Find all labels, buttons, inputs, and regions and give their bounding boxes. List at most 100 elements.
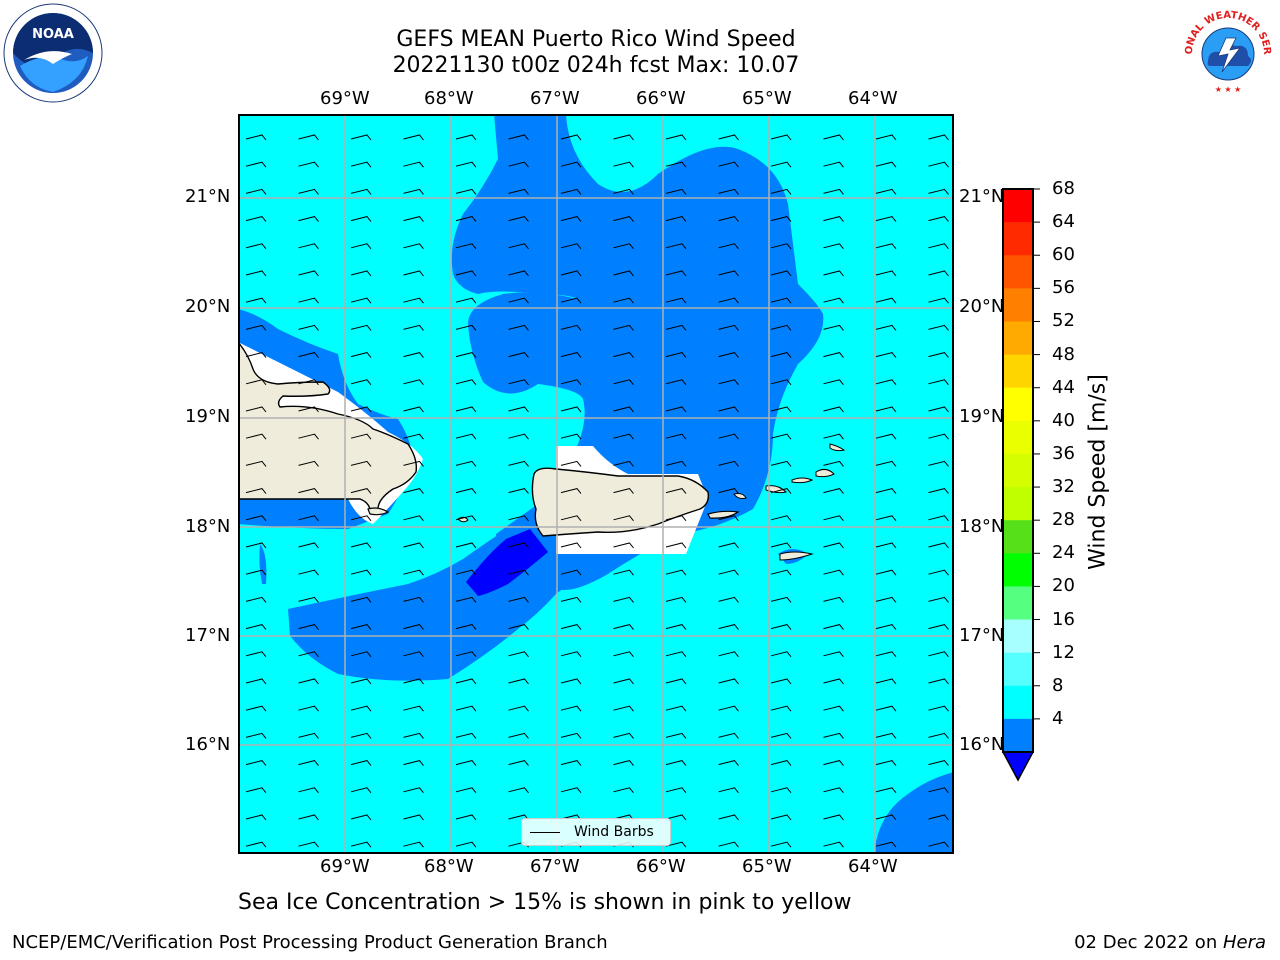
- wind-barb: [508, 542, 529, 549]
- wind-barb: [823, 161, 844, 168]
- wind-barb: [298, 814, 319, 821]
- wind-barb: [245, 515, 267, 522]
- wind-barb: [508, 515, 529, 522]
- wind-barb: [718, 188, 739, 195]
- wind-barb: [560, 216, 582, 222]
- vieques-island: [707, 510, 740, 519]
- wind-barb: [875, 760, 897, 766]
- wind-barb: [823, 488, 844, 494]
- wind-barb: [613, 406, 634, 413]
- wind-barb: [245, 324, 267, 331]
- wind-barb: [823, 216, 844, 222]
- wind-barb: [875, 596, 897, 603]
- wind-barb: [928, 352, 949, 358]
- wind-barb: [665, 460, 687, 467]
- wind-barb: [403, 569, 424, 576]
- wind-barb: [245, 433, 267, 440]
- colorbar-segment: [1003, 520, 1033, 554]
- wind-barb: [245, 624, 267, 630]
- colorbar-segment: [1003, 420, 1033, 455]
- wind-barb: [770, 243, 792, 250]
- wind-barb: [770, 406, 792, 413]
- lat-tick-label: 20°N: [959, 296, 1005, 317]
- wind-barb: [718, 324, 739, 331]
- wind-barb: [875, 216, 897, 222]
- credit-text: NCEP/EMC/Verification Post Processing Pr…: [12, 932, 608, 953]
- wind-barb: [928, 243, 949, 250]
- wind-barb: [560, 433, 582, 440]
- colorbar-under-arrow: [1001, 751, 1035, 782]
- wind-barb: [560, 161, 582, 168]
- wind-barb: [350, 270, 372, 277]
- wind-barb: [928, 732, 949, 739]
- wind-barb: [350, 732, 372, 739]
- wind-barb: [298, 406, 319, 413]
- colorbar-segment: [1003, 685, 1033, 720]
- wind-barb: [560, 732, 582, 739]
- wind-barbs: [245, 134, 949, 848]
- wind-barb: [508, 161, 529, 168]
- wind-barb: [350, 433, 372, 440]
- wind-barb: [298, 651, 319, 658]
- wind-barb: [718, 569, 739, 576]
- wind-barb: [350, 379, 372, 386]
- lon-tick-label: 67°W: [530, 856, 580, 877]
- colorbar-tick-label: 56: [1052, 277, 1075, 299]
- wind-barb: [718, 596, 739, 603]
- wind-barb: [455, 406, 477, 413]
- wind-barb: [560, 678, 582, 685]
- wind-barb: [718, 705, 739, 712]
- wind-barb: [298, 433, 319, 440]
- wind-barb: [770, 515, 792, 522]
- field-4-8-west-strip: [240, 499, 348, 524]
- wind-barb: [823, 624, 844, 630]
- wind-barb: [298, 515, 319, 522]
- wind-barb: [823, 542, 844, 549]
- wind-barb: [508, 624, 529, 630]
- wind-barb: [665, 624, 687, 630]
- wind-barb: [613, 216, 634, 222]
- wind-barb: [403, 188, 424, 195]
- wind-barb: [665, 297, 687, 304]
- wind-barb: [455, 542, 477, 549]
- lon-tick-label: 68°W: [424, 856, 474, 877]
- wind-barb: [665, 188, 687, 195]
- wind-barb: [455, 515, 477, 522]
- wind-barb: [455, 732, 477, 739]
- wind-barb: [560, 569, 582, 576]
- wind-barb: [875, 814, 897, 821]
- wind-barb: [875, 841, 897, 848]
- wind-barb: [298, 624, 319, 630]
- wind-barb: [298, 161, 319, 168]
- run-date: 02 Dec 2022 on Hera: [1074, 932, 1266, 953]
- wind-barb: [560, 406, 582, 413]
- lat-tick-label: 16°N: [185, 734, 231, 755]
- wind-barb: [560, 596, 582, 603]
- wind-barb: [770, 216, 792, 222]
- wind-barb: [245, 297, 267, 304]
- wind-barb: [403, 542, 424, 549]
- wind-barb: [560, 324, 582, 331]
- wind-barb: [350, 134, 372, 141]
- colorbar-segment: [1003, 222, 1033, 256]
- wind-barb: [508, 352, 529, 358]
- colorbar-tick-label: 68: [1052, 178, 1075, 199]
- colorbar-tick-label: 4: [1052, 707, 1064, 729]
- legend-line-swatch: [530, 832, 560, 833]
- wind-barb: [298, 270, 319, 277]
- wind-barb: [823, 814, 844, 821]
- wind-barb: [350, 569, 372, 576]
- wind-barb: [823, 188, 844, 195]
- wind-barb: [245, 188, 267, 195]
- wind-barb: [665, 488, 687, 494]
- wind-barb: [718, 841, 739, 848]
- lat-tick-label: 21°N: [185, 186, 231, 207]
- wind-barb: [403, 216, 424, 222]
- wind-barb: [403, 297, 424, 304]
- wind-barb: [665, 270, 687, 277]
- lat-tick-label: 16°N: [959, 734, 1005, 755]
- wind-barb: [403, 134, 424, 141]
- wind-barb: [350, 161, 372, 168]
- wind-barb: [508, 379, 529, 386]
- wind-barb: [718, 433, 739, 440]
